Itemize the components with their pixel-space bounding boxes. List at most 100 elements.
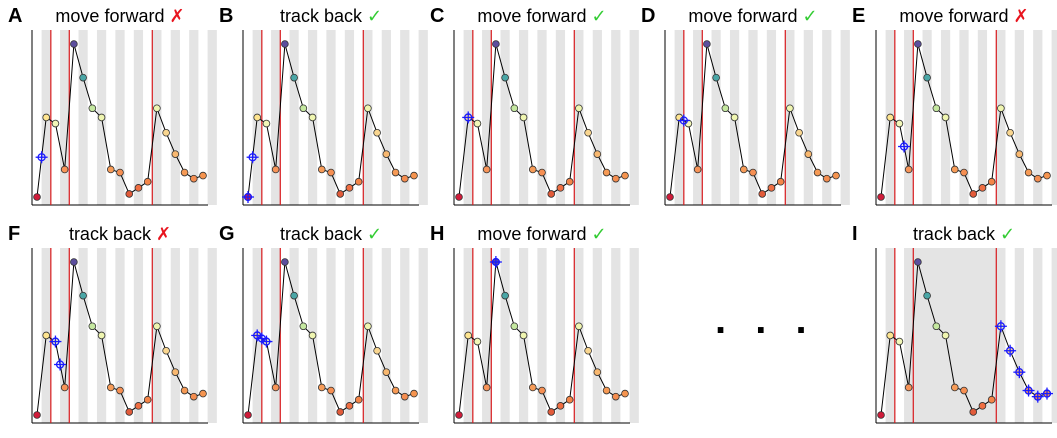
check-icon: ✓ [591,6,606,27]
stripe [693,30,702,205]
signal-point [942,114,949,121]
signal-point [796,129,803,136]
signal-point [318,166,325,173]
signal-point [933,105,940,112]
signal-point [622,390,629,397]
signal-point [896,338,903,345]
stripe [208,248,217,423]
signal-point [474,120,481,127]
panel-letter: E [852,5,865,27]
panel-title: move forward ✓ [477,224,606,245]
signal-point [594,369,601,376]
check-icon: ✓ [591,224,606,245]
signal-point [970,409,977,416]
stripe [171,30,180,205]
signal-point [667,194,674,201]
signal-point [337,409,344,416]
signal-point [70,41,77,48]
signal-point [411,390,418,397]
signal-point [878,194,885,201]
stripe [904,30,913,205]
stripe [501,30,510,205]
signal-point [172,151,179,158]
signal-point [190,175,197,182]
signal-point [80,74,87,81]
stripe [134,30,143,205]
stripe [326,30,335,205]
signal-point [575,323,582,330]
stripe [382,248,391,423]
stripe [382,30,391,205]
stripe [271,30,280,205]
signal-point [163,347,170,354]
signal-point [585,129,592,136]
signal-point [181,169,188,176]
signal-point [309,332,316,339]
signal-point [905,166,912,173]
signal-point [694,166,701,173]
stripe [115,248,124,423]
signal-point [411,172,418,179]
signal-point [245,412,252,419]
stripe [537,30,546,205]
signal-point [52,120,59,127]
signal-point [805,151,812,158]
stripe [1015,30,1024,205]
panel-f: Ftrack back ✗ [8,223,217,423]
signal-point [355,396,362,403]
signal-point [942,332,949,339]
signal-point [603,169,610,176]
stripe [1052,30,1057,205]
stripe [841,30,850,205]
panel-letter: G [219,223,235,245]
signal-point [374,129,381,136]
signal-point [492,41,499,48]
signal-point [585,347,592,354]
panel-letter: C [430,5,444,27]
signal-point [786,105,793,112]
stripe [419,248,428,423]
signal-point [89,105,96,112]
signal-point [374,347,381,354]
signal-point [465,332,472,339]
stripe [556,248,565,423]
signal-point [163,129,170,136]
signal-point [483,166,490,173]
stripe [593,248,602,423]
signal-point [318,384,325,391]
candidate-marker [1023,385,1035,397]
signal-point [539,387,546,394]
signal-point [511,105,518,112]
signal-point [309,114,316,121]
signal-point [612,175,619,182]
signal-point [200,390,207,397]
stripe [630,248,639,423]
signal-point [961,169,968,176]
signal-point [759,191,766,198]
signal-point [153,105,160,112]
signal-point [1034,175,1041,182]
stripe [537,248,546,423]
signal-point [924,74,931,81]
signal-point [905,384,912,391]
signal-point [117,387,124,394]
signal-point [988,178,995,185]
signal-point [43,332,50,339]
signal-point [548,191,555,198]
signal-point [557,402,564,409]
cross-icon: ✗ [1013,6,1028,27]
signal-point [263,120,270,127]
stripe [804,30,813,205]
signal-point [474,338,481,345]
signal-point [272,166,279,173]
stripe [290,30,299,205]
panel-a: Amove forward ✗ [8,5,217,205]
stripe [978,30,987,205]
signal-point [951,384,958,391]
signal-point [61,384,68,391]
panel-letter: A [8,5,22,27]
signal-point [291,292,298,299]
signal-point [887,332,894,339]
